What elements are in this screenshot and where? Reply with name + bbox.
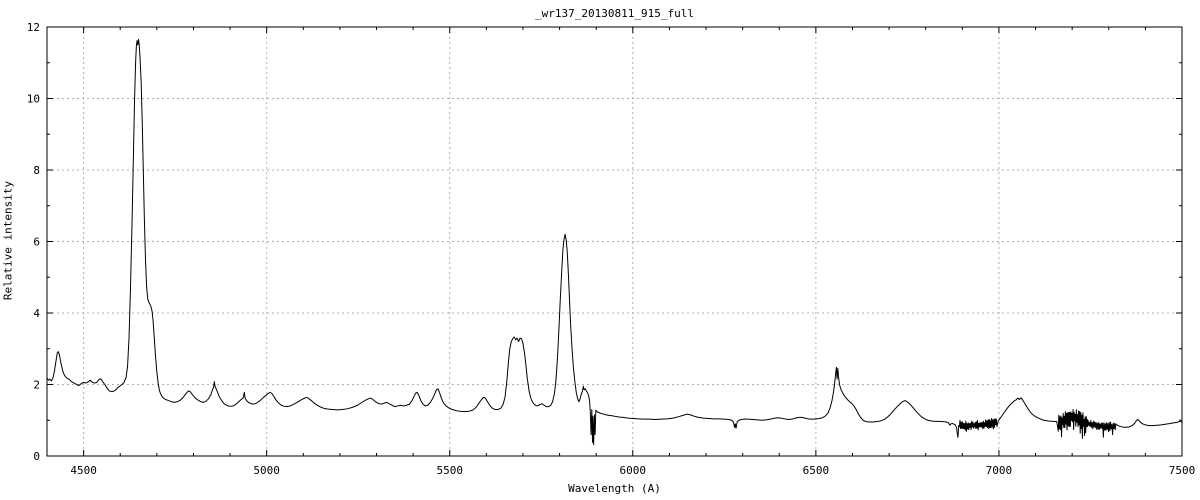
y-tick-label: 8	[33, 164, 40, 177]
y-tick-label: 2	[33, 379, 40, 392]
y-tick-label: 12	[27, 21, 40, 34]
x-tick-label: 5000	[253, 464, 280, 477]
x-tick-label: 7000	[986, 464, 1013, 477]
chart-title: _wr137_20130811_915_full	[535, 7, 694, 20]
x-tick-label: 6500	[803, 464, 830, 477]
y-tick-label: 0	[33, 450, 40, 463]
x-tick-label: 5500	[436, 464, 463, 477]
y-tick-label: 6	[33, 236, 40, 249]
x-tick-label: 7500	[1169, 464, 1196, 477]
spectrum-line	[46, 39, 1183, 446]
y-tick-label: 4	[33, 307, 40, 320]
y-tick-label: 10	[27, 93, 40, 106]
x-axis-label: Wavelength (A)	[568, 482, 661, 495]
x-tick-label: 4500	[70, 464, 97, 477]
x-tick-label: 6000	[620, 464, 647, 477]
